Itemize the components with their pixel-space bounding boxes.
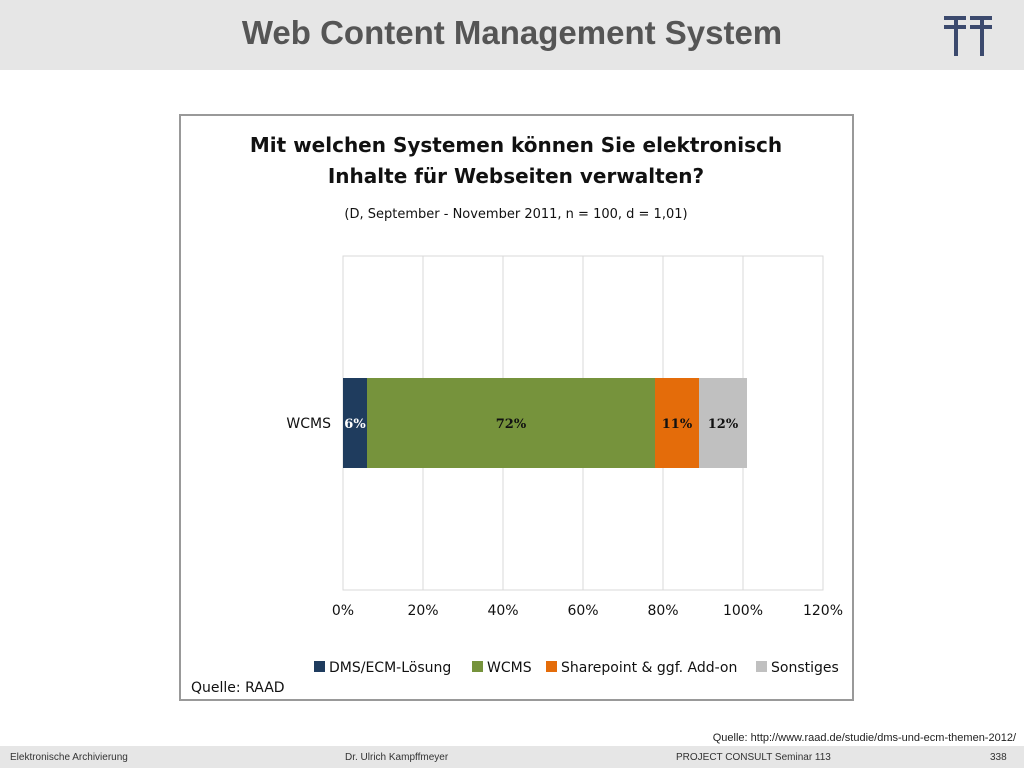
legend-entry: Sharepoint & ggf. Add-on xyxy=(561,660,737,676)
footer-page-number: 338 xyxy=(990,752,1007,763)
bar-segment xyxy=(343,378,367,468)
footer-course: Elektronische Archivierung xyxy=(10,752,128,763)
slide-footer: Elektronische Archivierung Dr. Ulrich Ka… xyxy=(0,746,1024,768)
footer-seminar: PROJECT CONSULT Seminar 113 xyxy=(676,752,831,763)
chart-subtitle: (D, September - November 2011, n = 100, … xyxy=(344,207,687,222)
slide-header: Web Content Management System xyxy=(0,0,1024,70)
chart-source-note: Quelle: RAAD xyxy=(191,680,285,696)
legend-swatch xyxy=(756,661,767,672)
chart-title-line: Mit welchen Systemen können Sie elektron… xyxy=(250,133,782,157)
legend-entry: WCMS xyxy=(487,660,532,676)
bar-segment xyxy=(367,378,655,468)
x-tick-label: 40% xyxy=(487,603,518,619)
source-note: Quelle: http://www.raad.de/studie/dms-un… xyxy=(712,732,1016,744)
data-label: 72% xyxy=(496,417,527,432)
data-label: 11% xyxy=(662,417,693,432)
slide-title: Web Content Management System xyxy=(241,14,783,51)
data-label: 12% xyxy=(708,417,739,432)
x-tick-label: 120% xyxy=(803,603,843,619)
chart-title-line: Inhalte für Webseiten verwalten? xyxy=(328,164,704,188)
footer-author: Dr. Ulrich Kampffmeyer xyxy=(345,752,449,763)
data-label: 6% xyxy=(344,417,366,432)
bar-segment xyxy=(655,378,699,468)
legend-swatch xyxy=(314,661,325,672)
bar-segment xyxy=(699,378,747,468)
x-tick-label: 80% xyxy=(647,603,678,619)
legend-swatch xyxy=(546,661,557,672)
stacked-bar-chart: Mit welchen Systemen können Sie elektron… xyxy=(191,133,843,696)
legend-entry: Sonstiges xyxy=(771,660,839,676)
x-tick-label: 0% xyxy=(332,603,354,619)
x-tick-label: 100% xyxy=(723,603,763,619)
chart-frame: Mit welchen Systemen können Sie elektron… xyxy=(179,114,854,701)
x-tick-label: 20% xyxy=(407,603,438,619)
legend-swatch xyxy=(472,661,483,672)
legend-entry: DMS/ECM-Lösung xyxy=(329,660,451,676)
x-tick-label: 60% xyxy=(567,603,598,619)
project-consult-logo-icon xyxy=(944,16,992,56)
y-category-label: WCMS xyxy=(286,416,331,432)
